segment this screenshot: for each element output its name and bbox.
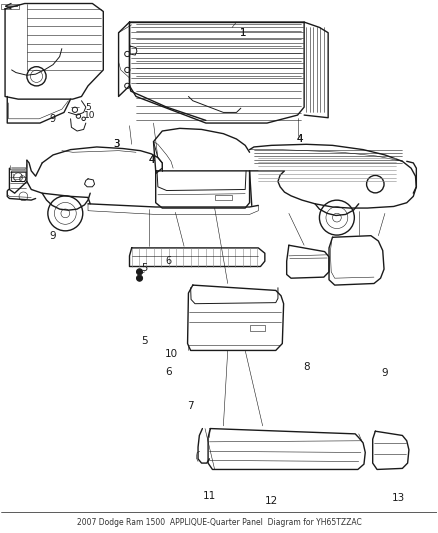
Text: 10: 10 xyxy=(164,349,177,359)
Circle shape xyxy=(137,275,143,281)
Bar xyxy=(1,4,19,9)
Text: 10: 10 xyxy=(85,110,96,119)
Text: 3: 3 xyxy=(113,139,120,149)
Text: 4: 4 xyxy=(148,155,155,165)
Text: 1: 1 xyxy=(240,28,246,38)
Text: 5: 5 xyxy=(85,103,91,111)
Text: 9: 9 xyxy=(49,231,56,241)
Bar xyxy=(215,195,232,200)
Text: 12: 12 xyxy=(265,496,278,506)
Text: 11: 11 xyxy=(203,491,216,501)
Text: 4: 4 xyxy=(297,134,303,144)
Text: 9: 9 xyxy=(49,114,55,124)
Text: 8: 8 xyxy=(303,362,310,373)
Text: 3: 3 xyxy=(113,139,120,149)
Text: 7: 7 xyxy=(187,401,194,411)
Text: 6: 6 xyxy=(166,367,172,377)
Text: 9: 9 xyxy=(381,368,388,378)
Text: 4: 4 xyxy=(297,134,303,144)
Bar xyxy=(250,325,265,332)
Text: 1: 1 xyxy=(240,28,246,38)
Circle shape xyxy=(137,269,143,275)
Text: 6: 6 xyxy=(166,256,172,266)
Text: 5: 5 xyxy=(141,336,148,346)
Text: 2007 Dodge Ram 1500  APPLIQUE-Quarter Panel  Diagram for YH65TZZAC: 2007 Dodge Ram 1500 APPLIQUE-Quarter Pan… xyxy=(77,518,361,527)
Text: 13: 13 xyxy=(392,492,405,503)
Text: 5: 5 xyxy=(141,263,148,272)
Text: 4: 4 xyxy=(148,155,154,165)
